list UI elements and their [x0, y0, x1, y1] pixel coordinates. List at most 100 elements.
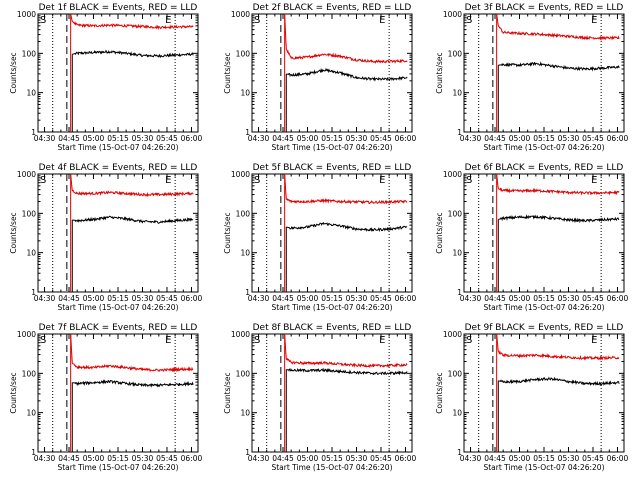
events-series-line [72, 215, 194, 224]
x-axis-label: Start Time (15-Oct-07 04:26:20) [271, 303, 392, 312]
x-axis-label: Start Time (15-Oct-07 04:26:20) [483, 303, 604, 312]
y-axis-label: Counts/sec [435, 372, 444, 413]
x-tick-label: 04:45 [484, 134, 506, 143]
y-tick-label: 100 [448, 369, 463, 378]
x-tick-label: 04:30 [460, 454, 482, 463]
x-tick-label: 05:15 [107, 134, 129, 143]
x-tick-label: 06:00 [607, 294, 629, 303]
y-tick-label: 1000 [17, 170, 36, 179]
x-tick-label: 05:45 [156, 294, 178, 303]
end-marker: E [591, 15, 597, 26]
x-tick-label: 05:45 [370, 454, 392, 463]
x-tick-label: 05:30 [558, 294, 580, 303]
y-tick-label: 10 [452, 409, 462, 418]
x-tick-label: 05:00 [509, 134, 531, 143]
x-tick-label: 05:15 [107, 294, 129, 303]
x-tick-label: 04:45 [58, 454, 80, 463]
detector-panel: Det 6f BLACK = Events, RED = LLD 1 10 100 10… [435, 163, 628, 312]
x-tick-label: 05:00 [297, 454, 319, 463]
y-tick-label: 100 [236, 369, 251, 378]
x-tick-label: 04:30 [248, 454, 270, 463]
end-marker: E [165, 15, 171, 26]
x-axis-label: Start Time (15-Oct-07 04:26:20) [483, 143, 604, 152]
y-tick-label: 10 [452, 249, 462, 258]
y-tick-label: 1000 [17, 330, 36, 339]
x-tick-label: 06:00 [181, 454, 203, 463]
panel-title: Det 5f BLACK = Events, RED = LLD [253, 163, 412, 173]
x-tick-label: 04:30 [34, 294, 56, 303]
y-tick-label: 1000 [17, 10, 36, 19]
x-tick-label: 05:00 [297, 294, 319, 303]
x-tick-label: 05:45 [156, 134, 178, 143]
y-tick-label: 100 [22, 49, 37, 58]
y-tick-label: 10 [452, 89, 462, 98]
x-tick-label: 06:00 [395, 454, 417, 463]
x-axis-label: Start Time (15-Oct-07 04:26:20) [57, 463, 178, 472]
plot-frame [37, 333, 199, 453]
x-axis-label: Start Time (15-Oct-07 04:26:20) [483, 463, 604, 472]
events-series-line [498, 376, 620, 387]
x-tick-label: 06:00 [181, 134, 203, 143]
y-tick-label: 1 [245, 448, 250, 457]
detector-panel: Det 9f BLACK = Events, RED = LLD 1 10 100 10… [435, 323, 628, 472]
start-marker: S [40, 335, 46, 346]
y-tick-label: 1000 [231, 10, 250, 19]
x-axis-label: Start Time (15-Oct-07 04:26:20) [57, 303, 178, 312]
y-tick-label: 1 [457, 288, 462, 297]
x-tick-label: 05:15 [533, 294, 555, 303]
y-tick-label: 1 [457, 128, 462, 137]
panel-title: Det 7f BLACK = Events, RED = LLD [39, 323, 198, 333]
end-marker: E [165, 175, 171, 186]
y-tick-label: 1 [31, 128, 36, 137]
x-axis-label: Start Time (15-Oct-07 04:26:20) [271, 463, 392, 472]
end-marker: E [379, 335, 385, 346]
y-tick-label: 1000 [231, 330, 250, 339]
y-tick-label: 1 [245, 288, 250, 297]
y-tick-label: 1000 [443, 170, 462, 179]
x-tick-label: 04:45 [58, 134, 80, 143]
y-tick-label: 1000 [443, 10, 462, 19]
x-tick-label: 05:00 [83, 294, 105, 303]
y-axis-label: Counts/sec [9, 52, 18, 93]
y-tick-label: 1 [31, 448, 36, 457]
x-tick-label: 05:15 [107, 454, 129, 463]
detector-panel: Det 1f BLACK = Events, RED = LLD 1 10 100 10… [9, 3, 202, 152]
y-tick-label: 10 [240, 249, 250, 258]
end-marker: E [591, 175, 597, 186]
detector-panel: Det 3f BLACK = Events, RED = LLD 1 10 100 10… [435, 3, 628, 152]
x-tick-label: 05:30 [132, 134, 154, 143]
detector-panel: Det 2f BLACK = Events, RED = LLD 1 10 100 10… [223, 3, 416, 152]
x-tick-label: 05:00 [297, 134, 319, 143]
x-tick-label: 06:00 [607, 454, 629, 463]
events-series-line [72, 379, 194, 388]
y-tick-label: 10 [26, 89, 36, 98]
x-tick-label: 04:45 [58, 294, 80, 303]
events-series-line [498, 61, 620, 72]
events-series-line [286, 221, 408, 233]
start-marker: S [254, 175, 260, 186]
y-tick-label: 10 [26, 409, 36, 418]
panel-title: Det 3f BLACK = Events, RED = LLD [465, 3, 624, 13]
lld-series-line [284, 13, 408, 64]
x-tick-label: 04:30 [460, 294, 482, 303]
y-tick-label: 100 [22, 209, 37, 218]
x-tick-label: 05:30 [132, 294, 154, 303]
y-tick-label: 10 [240, 89, 250, 98]
x-tick-label: 05:45 [582, 454, 604, 463]
x-tick-label: 05:45 [370, 294, 392, 303]
y-tick-label: 100 [22, 369, 37, 378]
y-axis-label: Counts/sec [9, 372, 18, 413]
end-marker: E [379, 15, 385, 26]
x-tick-label: 04:45 [484, 294, 506, 303]
y-tick-label: 1000 [443, 330, 462, 339]
x-tick-label: 05:45 [156, 454, 178, 463]
plot-frame [463, 333, 625, 453]
x-tick-label: 05:45 [582, 134, 604, 143]
y-tick-label: 100 [236, 209, 251, 218]
x-axis-label: Start Time (15-Oct-07 04:26:20) [57, 143, 178, 152]
end-marker: E [591, 335, 597, 346]
panel-title: Det 6f BLACK = Events, RED = LLD [465, 163, 624, 173]
lld-series-line [70, 173, 194, 198]
x-tick-label: 05:00 [509, 454, 531, 463]
start-marker: S [466, 15, 472, 26]
